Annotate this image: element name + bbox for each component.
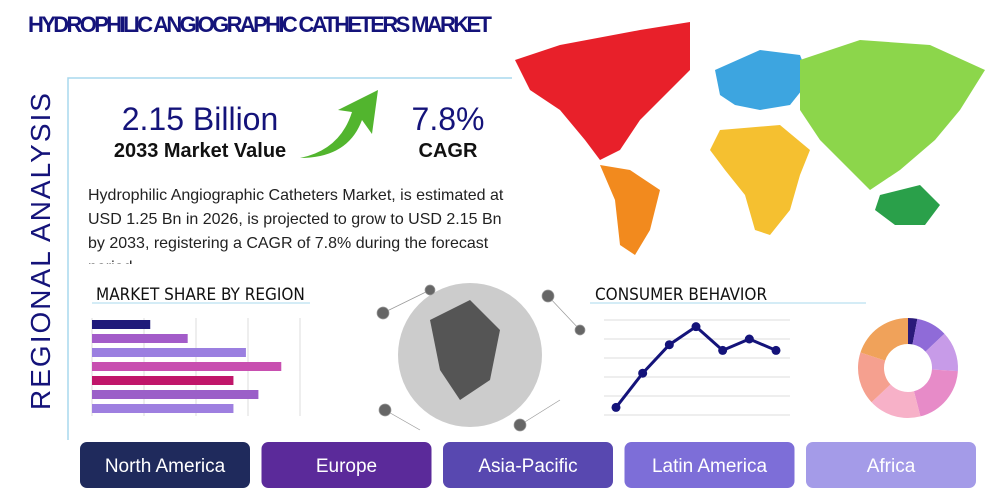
line-chart: CONSUMER BEHAVIOR [590,285,866,416]
world-map [515,22,985,255]
point [718,345,728,355]
growth-arrow [300,90,378,158]
region-button[interactable] [806,442,976,488]
point [664,340,674,350]
donut-slice [908,318,918,345]
region-button[interactable] [443,442,613,488]
point [744,334,754,344]
point [638,368,648,378]
bar [92,320,151,329]
point [611,402,621,412]
region-label[interactable]: North America [105,456,226,477]
summary: Hydrophilic Angiographic Catheters Marke… [88,187,504,264]
point [771,345,781,355]
cagr: 7.8% [412,101,485,137]
donut-chart [858,318,958,419]
bar [92,334,188,343]
summary-box: Hydrophilic Angiographic Catheters Marke… [88,187,504,264]
chart-title: MARKET SHARE BY REGION [96,285,305,305]
donut-slice [858,352,891,403]
bar [92,404,234,413]
region-label[interactable]: Asia-Pacific [478,456,577,477]
cagr-label: CAGR [419,140,478,162]
side-title: REGIONAL ANALYSIS [25,90,56,410]
region-label[interactable]: Africa [867,456,916,477]
frame [67,77,512,440]
bar [92,376,234,385]
region-button[interactable] [80,442,250,488]
bar [92,362,282,371]
bar [92,390,259,399]
donut-slice [871,384,921,419]
donut-slice [913,369,958,417]
point [691,322,701,332]
chart-title: CONSUMER BEHAVIOR [595,285,767,305]
region-button[interactable] [261,442,432,488]
bar [92,348,246,357]
bar-chart: MARKET SHARE BY REGION [91,285,310,416]
donut-slice [860,318,908,361]
region-label[interactable]: Latin America [652,456,768,477]
title: HYDROPHILIC ANGIOGRAPHIC CATHETERS MARKE… [28,12,493,37]
region-label[interactable]: Europe [316,456,377,477]
region-button[interactable] [624,442,795,488]
market-value: 2.15 Billion [122,101,279,137]
market-value-label: 2033 Market Value [114,140,286,162]
donut-slice [925,333,958,372]
donut-slice [912,318,945,352]
globe [376,283,586,432]
region-buttons: North America Europe Asia-Pacific Latin Ame… [80,442,976,488]
